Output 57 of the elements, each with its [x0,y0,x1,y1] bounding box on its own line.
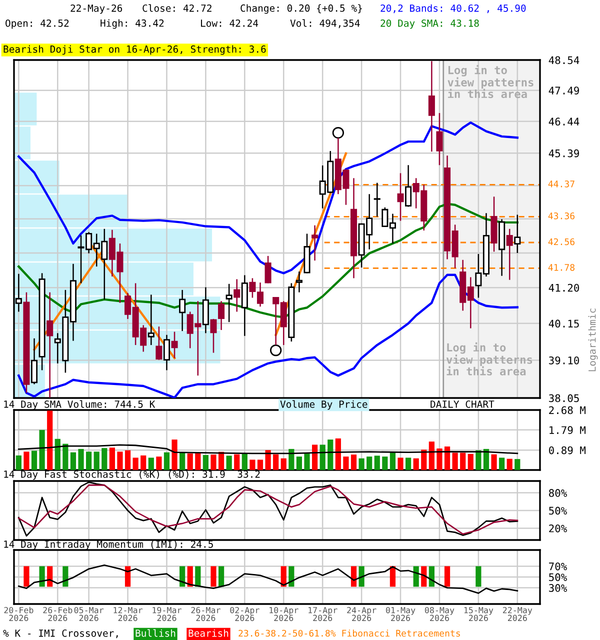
chart-title: 14 Day Fast Stochastic (%K) (%D): 31.9 33.2 [4,470,260,480]
text: 22-May-26 [70,4,122,14]
y-tick-label: 20% [549,524,567,532]
y-tick-label: 48.54 [548,56,580,64]
y-tick-label: 30% [549,584,567,592]
x-tick-label: 01-May 2026 [386,606,416,622]
x-tick-label: 15-May 2026 [464,607,494,622]
text: 23.6-38.2-50-61.8% Fibonacci Retracements [238,630,460,637]
ref-line-label: 42.56 [548,238,574,246]
y-tick-label: 41.20 [548,284,580,292]
y-tick-label: 40.15 [548,320,579,328]
band-label: Log in to view patterns in this area [446,342,532,376]
chart-title: Bearish Doji Star on 16-Apr-26, Strength: 3.6 [4,45,266,55]
text: Low: 42.24 [201,19,258,27]
chart-title: 14 Day SMA Volume: 744.5 K [4,400,156,410]
x-tick-label: 05-Mar 2026 [74,606,104,622]
y-tick-label: 46.44 [548,118,580,126]
annotation: Log in to view patterns in this area [448,65,534,98]
y-tick-label: 50% [549,506,567,515]
text: DAILY CHART [430,400,494,408]
y-tick-label: 2.68 M [549,406,586,414]
ref-line-label: 41.78 [548,264,574,271]
ref-line-label: 43.36 [548,212,574,220]
y-tick-label: 70% [549,562,567,570]
x-tick-label: 22-May 2026 [502,606,532,622]
x-tick-label: 08-May 2026 [424,606,454,622]
y-tick-label: 45.39 [548,149,579,158]
y-tick-label: 47.49 [548,86,579,94]
y-tick-label: 0.89 M [549,446,586,454]
text: High: 43.42 [100,19,164,29]
text: Bearish [188,629,228,637]
x-tick-label: 20-Feb 2026 [4,606,34,622]
x-tick-label: 19-Mar 2026 [152,606,182,622]
chart-title: 14 Day Intraday Momentum (IMI): 24.5 [4,540,213,550]
text: 20,2 Bands: 40.62 , 45.90 [380,4,526,14]
text: Bullish [136,629,176,637]
text: Open: 42.52 [6,19,69,29]
x-tick-label: 24-Apr 2026 [347,606,376,622]
text: Change: 0.20 {+0.5 %} [240,4,362,14]
x-tick-label: 17-Apr 2026 [308,607,338,622]
text: Vol: 494,354 [290,19,360,28]
y-tick-label: 39.10 [549,356,580,364]
x-tick-label: 10-Apr 2026 [270,606,298,622]
text: Close: 42.72 [142,4,212,12]
y-tick-label: 38.05 [549,394,579,402]
ref-line-label: 44.37 [548,180,574,188]
x-tick-label: 26-Mar 2026 [191,606,220,622]
y-tick-label: 80% [549,489,567,497]
text: 20 Day SMA: 43.18 [380,19,479,29]
x-tick-label: 12-Mar 2026 [114,606,143,622]
y-tick-label: 1.79 M [550,426,586,434]
y-tick-label: 50% [549,573,567,582]
y-axis-title: Logarithmic [588,308,598,372]
text: Volume By Price [280,400,368,410]
x-tick-label: 02-Apr 2026 [230,606,260,622]
text: % K - IMI Crossover, [3,629,118,638]
x-tick-label: 26-Feb 2026 [43,606,72,622]
